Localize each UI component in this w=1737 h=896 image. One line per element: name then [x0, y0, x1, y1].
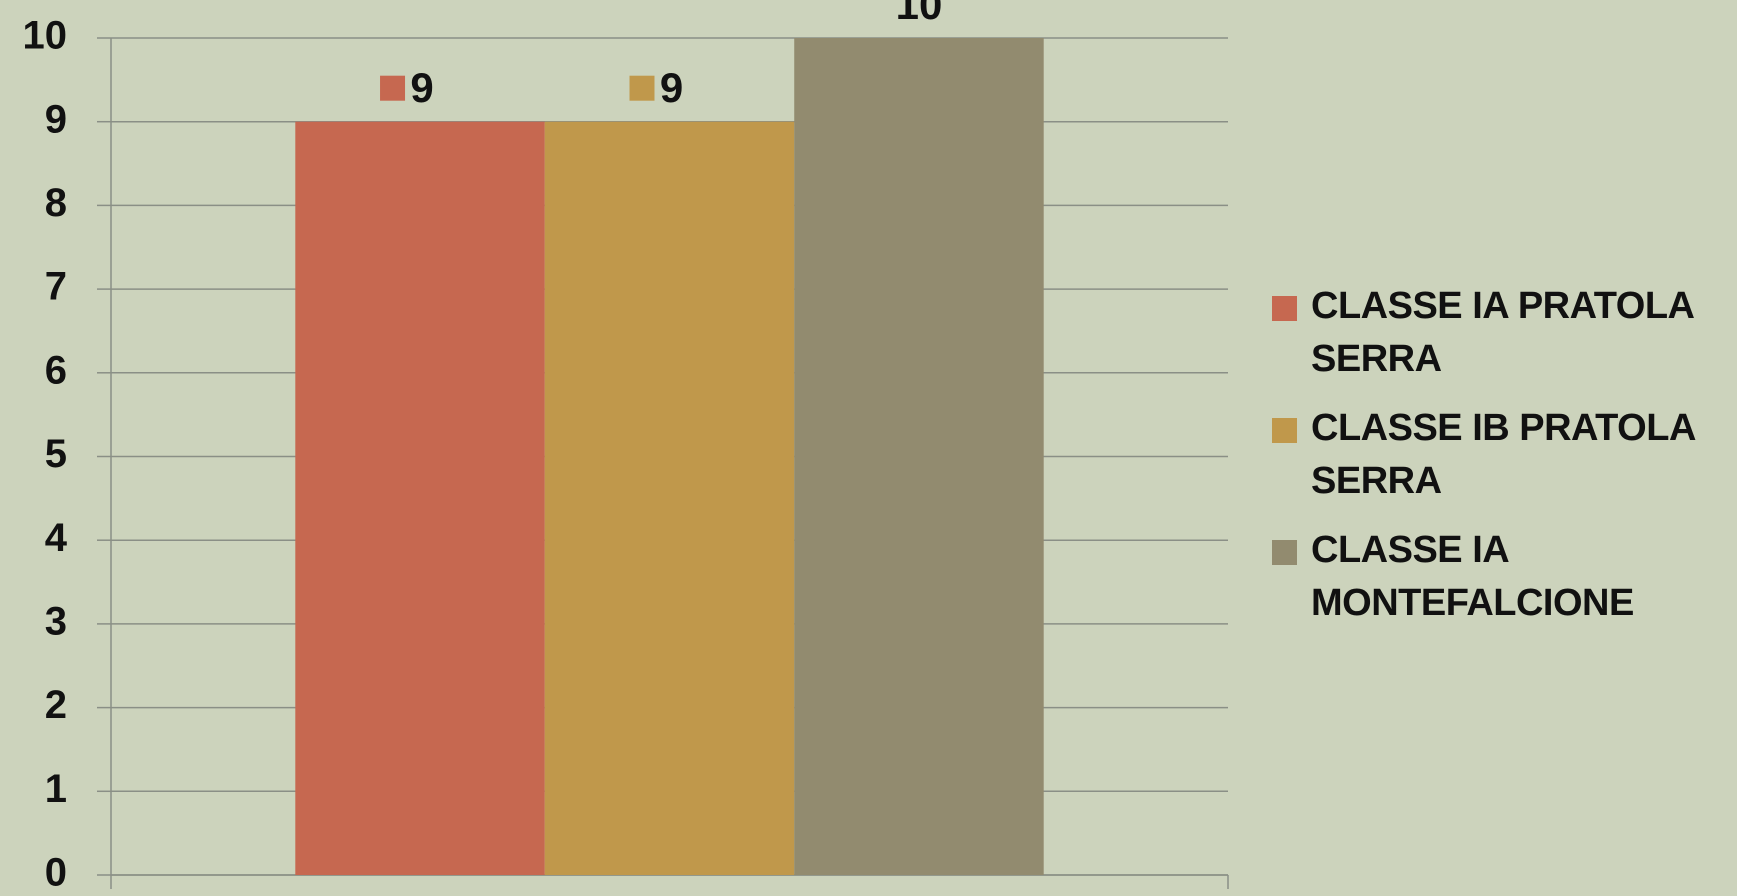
- y-tick-label: 6: [45, 348, 67, 392]
- legend-key: [1272, 540, 1297, 565]
- data-label: 9: [660, 64, 683, 111]
- legend-key: [1272, 296, 1297, 321]
- y-tick-label: 4: [45, 516, 68, 560]
- data-label: 9: [410, 64, 433, 111]
- y-tick-label: 10: [23, 14, 68, 58]
- bar: [544, 121, 795, 875]
- bar: [794, 38, 1044, 875]
- y-tick-label: 1: [45, 767, 67, 811]
- legend: CLASSE IA PRATOLA SERRA CLASSE IB PRATOLA…: [1272, 280, 1732, 646]
- legend-label: CLASSE IB PRATOLA SERRA: [1311, 407, 1695, 502]
- y-tick-label: 8: [45, 181, 67, 225]
- y-tick-label: 9: [45, 97, 67, 141]
- y-tick-label: 5: [45, 432, 67, 476]
- legend-item: CLASSE IA MONTEFALCIONE: [1272, 524, 1732, 630]
- legend-label: CLASSE IA PRATOLA SERRA: [1311, 285, 1694, 380]
- y-tick-label: 2: [45, 683, 67, 727]
- y-tick-label: 0: [45, 851, 67, 895]
- y-tick-label: 7: [45, 265, 67, 309]
- y-tick-label: 3: [45, 599, 67, 643]
- legend-item: CLASSE IA PRATOLA SERRA: [1272, 280, 1732, 386]
- data-label: 10: [896, 0, 943, 28]
- legend-key: [1272, 418, 1297, 443]
- bar: [295, 121, 545, 875]
- label-key: [380, 75, 406, 101]
- legend-item: CLASSE IB PRATOLA SERRA: [1272, 402, 1732, 508]
- legend-label: CLASSE IA MONTEFALCIONE: [1311, 529, 1634, 624]
- label-key: [629, 75, 655, 101]
